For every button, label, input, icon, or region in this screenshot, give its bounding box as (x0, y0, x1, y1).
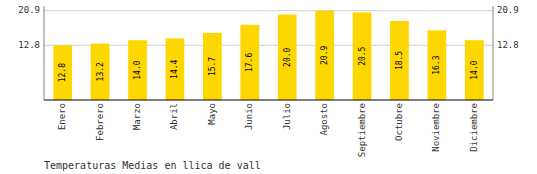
data-label: 14.0 (133, 60, 142, 79)
bars (53, 11, 483, 100)
bar (53, 45, 72, 100)
grid-line (44, 10, 493, 11)
bar (278, 15, 297, 100)
y2-tick-label: 12.8 (497, 40, 519, 50)
data-label: 12.8 (58, 63, 67, 82)
x-tick-label: Noviembre (431, 103, 441, 152)
data-label: 14.4 (170, 59, 179, 78)
x-tick-label: Septiembre (357, 103, 367, 157)
grid-line (44, 45, 493, 46)
x-tick-label: Agosto (319, 103, 329, 136)
data-label: 16.3 (432, 55, 441, 74)
x-axis-line (44, 100, 493, 101)
y-tick-label: 20.9 (18, 5, 40, 15)
x-tick-label: Mayo (207, 103, 217, 125)
bar (203, 33, 222, 100)
x-tick-label: Octubre (394, 103, 404, 141)
chart: 12.8 12.8 20.9 20.9 12.8 13.2 14.0 14.4 15.7 17.6… (0, 0, 537, 174)
x-tick-label: Diciembre (469, 103, 479, 152)
data-label: 20.5 (358, 46, 367, 65)
bar (428, 30, 447, 100)
bar (128, 40, 147, 100)
x-tick-label: Marzo (132, 103, 142, 130)
bar (465, 40, 484, 100)
title: Temperaturas Medias en llica de vall (44, 160, 261, 171)
bar (240, 25, 259, 100)
bar (166, 38, 185, 100)
x-tick-label: Julio (282, 103, 292, 130)
x-tick-label: Enero (57, 103, 67, 130)
bar (91, 44, 110, 100)
bar (390, 21, 409, 100)
data-label: 18.5 (395, 51, 404, 70)
y-axis-line (44, 6, 45, 100)
data-label: 20.0 (283, 47, 292, 66)
data-label: 15.7 (208, 57, 217, 76)
data-label: 13.2 (96, 62, 105, 81)
data-label: 14.0 (470, 60, 479, 79)
y-tick-label: 12.8 (18, 40, 40, 50)
x-tick-label: Febrero (95, 103, 105, 141)
x-tick-label: Junio (244, 103, 254, 130)
bar (315, 11, 334, 100)
y2-tick-label: 20.9 (497, 5, 519, 15)
x-tick-label: Abril (169, 103, 179, 130)
data-label: 17.6 (245, 53, 254, 72)
y2-axis-line (493, 6, 494, 100)
bar (353, 12, 372, 100)
data-label: 20.9 (320, 46, 329, 65)
